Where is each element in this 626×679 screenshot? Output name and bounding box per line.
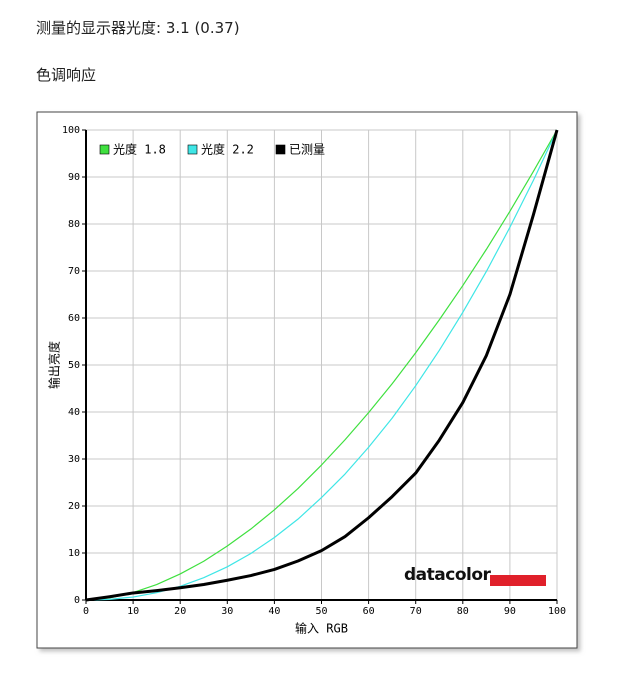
y-tick-label: 70 <box>68 266 80 277</box>
legend-label: 光度 1.8 <box>113 142 166 157</box>
y-tick-label: 60 <box>68 313 80 324</box>
x-tick-label: 60 <box>363 606 375 617</box>
y-tick-label: 0 <box>74 595 80 606</box>
chart-frame <box>36 111 578 649</box>
legend-label: 已测量 <box>289 143 325 157</box>
legend-label: 光度 2.2 <box>201 142 254 157</box>
y-axis-label: 输出亮度 <box>47 341 62 389</box>
y-tick-label: 30 <box>68 454 80 465</box>
x-tick-label: 80 <box>457 606 469 617</box>
y-tick-label: 80 <box>68 219 80 230</box>
y-tick-label: 20 <box>68 501 80 512</box>
y-tick-label: 10 <box>68 548 80 559</box>
x-tick-label: 40 <box>268 606 280 617</box>
legend-swatch <box>187 144 198 155</box>
x-axis-label: 输入 RGB <box>295 621 348 636</box>
logo: datacolor <box>404 565 492 585</box>
x-tick-label: 20 <box>174 606 186 617</box>
series-line <box>85 129 559 602</box>
x-tick-label: 70 <box>410 606 422 617</box>
x-tick-label: 50 <box>315 606 327 617</box>
y-tick-label: 40 <box>68 407 80 418</box>
x-tick-label: 0 <box>83 606 89 617</box>
series-line <box>85 129 558 601</box>
legend-swatch <box>99 144 110 155</box>
y-tick-label: 90 <box>68 172 80 183</box>
logo-bar <box>490 575 546 586</box>
x-tick-label: 90 <box>504 606 516 617</box>
x-tick-label: 100 <box>548 606 566 617</box>
measured-text: 测量的显示器光度: 3.1 (0.37) <box>36 19 240 37</box>
legend-swatch <box>275 144 286 155</box>
y-tick-label: 100 <box>62 125 80 136</box>
x-tick-label: 10 <box>127 606 139 617</box>
section-title: 色调响应 <box>36 66 96 84</box>
x-tick-label: 30 <box>221 606 233 617</box>
y-tick-label: 50 <box>68 360 80 371</box>
